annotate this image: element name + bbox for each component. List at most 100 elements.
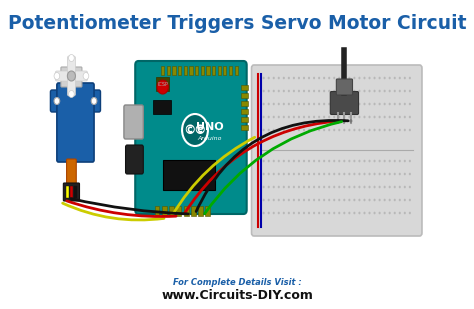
Bar	[178, 66, 181, 75]
Circle shape	[338, 116, 340, 118]
Circle shape	[313, 186, 315, 188]
Circle shape	[364, 103, 365, 105]
Circle shape	[333, 77, 335, 79]
Circle shape	[54, 73, 60, 79]
Circle shape	[308, 116, 310, 118]
Circle shape	[389, 116, 391, 118]
Bar	[189, 66, 192, 75]
Circle shape	[374, 116, 375, 118]
Circle shape	[348, 129, 350, 131]
Circle shape	[323, 186, 325, 188]
Circle shape	[353, 173, 356, 175]
Circle shape	[389, 103, 391, 105]
Circle shape	[303, 186, 305, 188]
Circle shape	[394, 173, 396, 175]
Circle shape	[298, 90, 300, 92]
Circle shape	[288, 77, 290, 79]
Circle shape	[358, 186, 361, 188]
Circle shape	[278, 90, 280, 92]
Bar	[241, 85, 248, 90]
Circle shape	[399, 103, 401, 105]
Circle shape	[69, 54, 74, 61]
Circle shape	[268, 173, 270, 175]
FancyBboxPatch shape	[330, 91, 358, 115]
Circle shape	[383, 103, 386, 105]
Circle shape	[283, 160, 285, 162]
Circle shape	[383, 129, 386, 131]
Circle shape	[399, 116, 401, 118]
Circle shape	[278, 129, 280, 131]
Circle shape	[318, 186, 320, 188]
Circle shape	[323, 129, 325, 131]
Circle shape	[383, 186, 386, 188]
Circle shape	[404, 90, 406, 92]
Circle shape	[338, 129, 340, 131]
Circle shape	[318, 173, 320, 175]
FancyBboxPatch shape	[88, 90, 100, 112]
Circle shape	[293, 199, 295, 201]
Text: www.Circuits-DIY.com: www.Circuits-DIY.com	[161, 289, 313, 302]
Circle shape	[278, 199, 280, 201]
Circle shape	[368, 160, 371, 162]
Circle shape	[313, 160, 315, 162]
Circle shape	[318, 103, 320, 105]
Circle shape	[328, 212, 330, 214]
Circle shape	[263, 103, 264, 105]
Circle shape	[298, 160, 300, 162]
Circle shape	[308, 129, 310, 131]
Bar	[212, 66, 215, 75]
Circle shape	[333, 160, 335, 162]
Circle shape	[353, 129, 356, 131]
Circle shape	[263, 173, 264, 175]
Bar	[206, 66, 210, 75]
Circle shape	[404, 173, 406, 175]
Circle shape	[273, 160, 275, 162]
Circle shape	[343, 116, 346, 118]
Circle shape	[379, 77, 381, 79]
FancyBboxPatch shape	[50, 90, 64, 112]
FancyBboxPatch shape	[66, 159, 76, 186]
Circle shape	[323, 199, 325, 201]
Circle shape	[383, 199, 386, 201]
Circle shape	[404, 129, 406, 131]
Circle shape	[283, 129, 285, 131]
Circle shape	[348, 160, 350, 162]
Bar	[198, 206, 203, 216]
Circle shape	[368, 103, 371, 105]
Circle shape	[283, 77, 285, 79]
Circle shape	[283, 173, 285, 175]
Circle shape	[328, 186, 330, 188]
Circle shape	[263, 116, 264, 118]
FancyBboxPatch shape	[57, 83, 94, 162]
Circle shape	[409, 199, 411, 201]
Circle shape	[273, 77, 275, 79]
Circle shape	[263, 199, 264, 201]
Circle shape	[308, 173, 310, 175]
Circle shape	[298, 77, 300, 79]
Circle shape	[404, 116, 406, 118]
Circle shape	[263, 160, 264, 162]
Circle shape	[328, 173, 330, 175]
Circle shape	[278, 77, 280, 79]
Circle shape	[313, 103, 315, 105]
Circle shape	[333, 173, 335, 175]
Circle shape	[328, 160, 330, 162]
FancyBboxPatch shape	[337, 79, 353, 95]
Circle shape	[278, 173, 280, 175]
Circle shape	[308, 186, 310, 188]
Circle shape	[364, 199, 365, 201]
Circle shape	[409, 173, 411, 175]
Circle shape	[278, 186, 280, 188]
Circle shape	[343, 77, 346, 79]
Circle shape	[293, 160, 295, 162]
Circle shape	[182, 114, 208, 146]
Circle shape	[268, 116, 270, 118]
Circle shape	[379, 173, 381, 175]
Circle shape	[313, 90, 315, 92]
Circle shape	[394, 103, 396, 105]
Bar	[169, 206, 174, 216]
Circle shape	[353, 212, 356, 214]
Circle shape	[364, 186, 365, 188]
Circle shape	[323, 173, 325, 175]
Text: ICSP: ICSP	[157, 82, 168, 87]
